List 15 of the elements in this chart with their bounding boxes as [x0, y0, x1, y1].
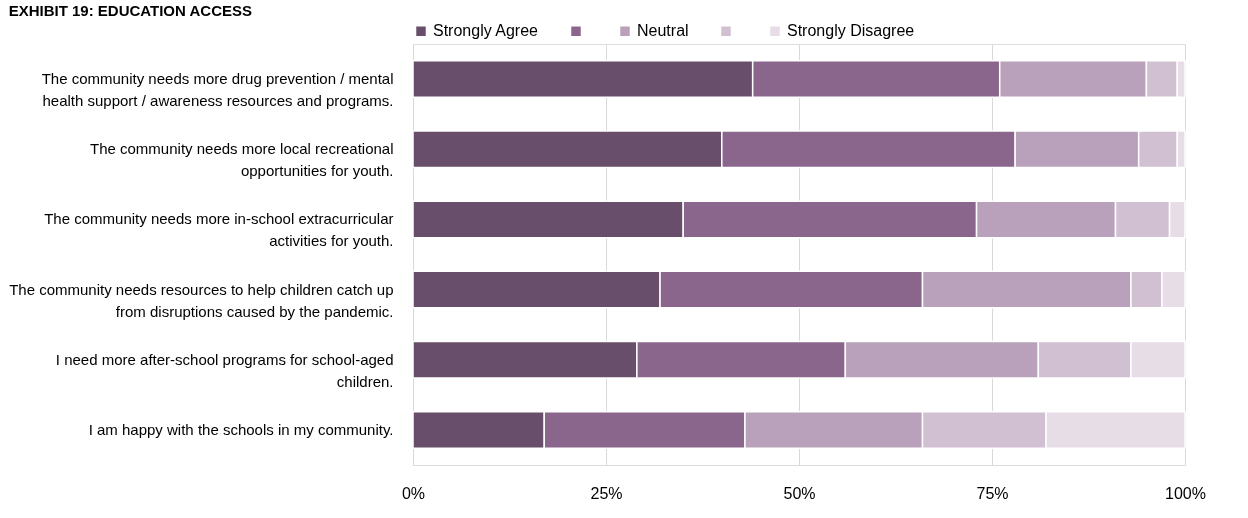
- x-tick-label: 75%: [976, 484, 1009, 502]
- y-tick-label: The community needs more drug prevention / mental health support / awareness resources and programs.: [41, 70, 394, 110]
- x-tick-label: 0%: [401, 484, 426, 502]
- y-tick-label: The community needs more local recreational opportunities for youth.: [90, 140, 394, 180]
- x-tick-label: 50%: [783, 484, 816, 502]
- x-tick-label: 100%: [1165, 484, 1206, 502]
- text: EXHIBIT 19: EDUCATION ACCESS: [8, 2, 253, 19]
- y-tick-label: The community needs more in-school extracurricular activities for youth.: [44, 210, 394, 250]
- legend-label: Strongly Agree: [433, 22, 539, 40]
- y-tick-label: I am happy with the schools in my community.: [88, 420, 394, 438]
- y-tick-label: I need more after-school programs for school-aged children.: [55, 350, 394, 390]
- legend-label: Strongly Disagree: [787, 22, 915, 40]
- legend-label: Neutral: [637, 22, 689, 40]
- y-tick-label: The community needs resources to help children catch up from disruptions caused by the pandemic.: [9, 280, 394, 320]
- x-tick-label: 25%: [590, 484, 623, 502]
